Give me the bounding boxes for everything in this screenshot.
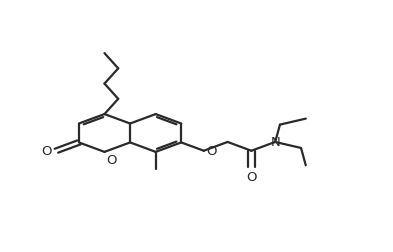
Text: O: O [41, 145, 51, 158]
Text: O: O [107, 153, 117, 166]
Text: O: O [246, 171, 257, 184]
Text: N: N [270, 136, 280, 149]
Text: O: O [206, 144, 217, 157]
